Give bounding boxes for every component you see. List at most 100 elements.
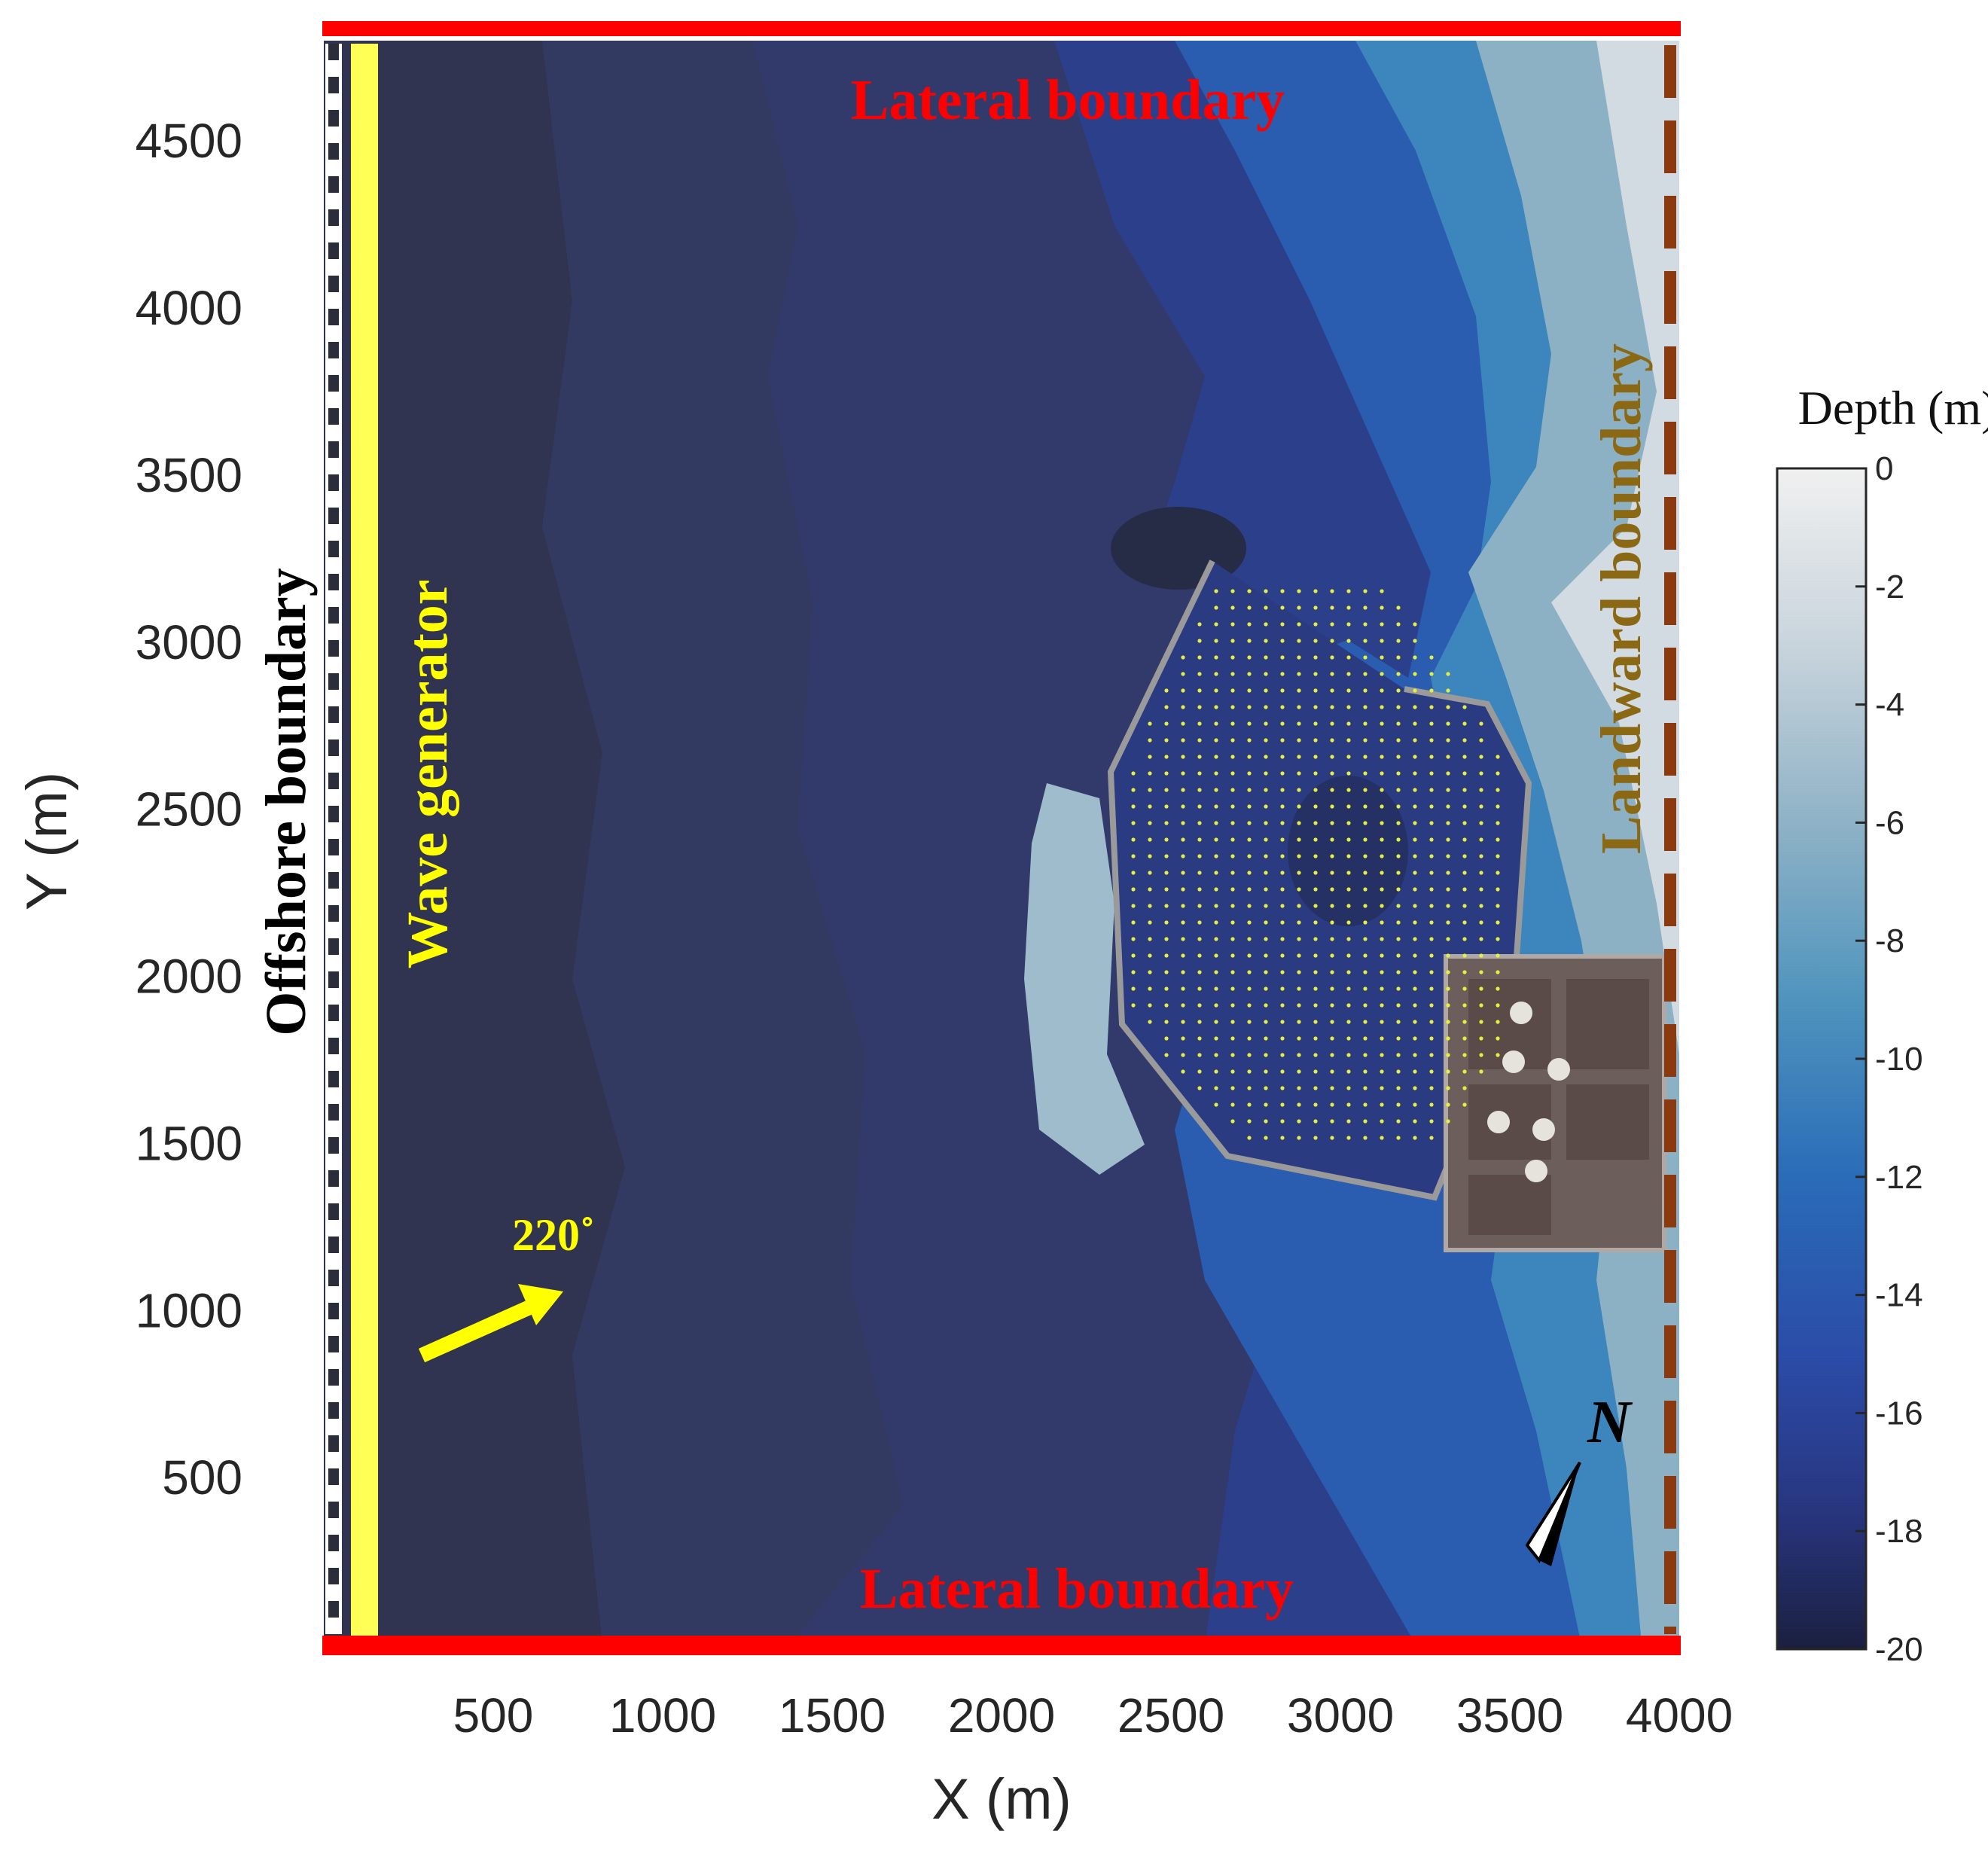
gauge-point [1330, 622, 1334, 627]
gauge-point [1462, 788, 1467, 792]
gauge-point [1164, 738, 1169, 743]
colorbar-tick-label: -20 [1875, 1631, 1923, 1668]
gauge-point [1429, 904, 1434, 908]
gauge-point [1396, 721, 1401, 726]
gauge-point [1297, 854, 1301, 858]
gauge-point [1247, 705, 1252, 709]
gauge-point [1214, 738, 1218, 743]
gauge-point [1396, 871, 1401, 875]
gauge-point [1496, 854, 1500, 858]
gauge-point [1396, 655, 1401, 660]
gauge-point [1214, 622, 1218, 627]
gauge-point [1363, 804, 1368, 809]
gauge-point [1230, 970, 1235, 974]
gauge-point [1496, 887, 1500, 892]
gauge-point [1363, 837, 1368, 842]
gauge-point [1197, 953, 1202, 958]
gauge-point [1214, 688, 1218, 693]
gauge-point [1496, 837, 1500, 842]
gauge-point [1181, 904, 1185, 908]
gauge-point [1230, 1003, 1235, 1008]
gauge-point [1247, 1136, 1252, 1140]
gauge-point [1446, 771, 1450, 776]
gauge-point [1413, 953, 1417, 958]
gauge-point [1164, 953, 1169, 958]
gauge-point [1413, 1119, 1417, 1124]
gauge-point [1462, 887, 1467, 892]
gauge-point [1330, 1102, 1334, 1107]
gauge-point [1446, 755, 1450, 759]
gauge-point [1164, 1053, 1169, 1057]
gauge-point [1247, 887, 1252, 892]
gauge-point [1313, 871, 1318, 875]
gauge-point [1330, 605, 1334, 610]
gauge-point [1313, 771, 1318, 776]
gauge-point [1264, 788, 1268, 792]
gauge-point [1396, 1053, 1401, 1057]
x-axis-ticks: 500 1000 1500 2000 2500 3000 3500 4000 [453, 1688, 1733, 1743]
gauge-point [1164, 904, 1169, 908]
gauge-point [1297, 755, 1301, 759]
gauge-point [1164, 804, 1169, 809]
gauge-point [1297, 1119, 1301, 1124]
gauge-point [1297, 1003, 1301, 1008]
gauge-point [1247, 821, 1252, 825]
gauge-point [1197, 904, 1202, 908]
gauge-point [1214, 605, 1218, 610]
gauge-point [1280, 622, 1285, 627]
gauge-point [1380, 904, 1384, 908]
gauge-point [1396, 755, 1401, 759]
gauge-point [1297, 705, 1301, 709]
gauge-point [1297, 721, 1301, 726]
gauge-point [1363, 721, 1368, 726]
y-tick-label: 2500 [136, 782, 242, 837]
gauge-point [1346, 1119, 1351, 1124]
gauge-point [1429, 721, 1434, 726]
gauge-point [1181, 920, 1185, 925]
gauge-point [1164, 755, 1169, 759]
gauge-point [1330, 1003, 1334, 1008]
gauge-point [1230, 1020, 1235, 1024]
gauge-point [1164, 970, 1169, 974]
gauge-point [1148, 1020, 1152, 1024]
gauge-point [1230, 804, 1235, 809]
gauge-point [1313, 920, 1318, 925]
gauge-point [1214, 1020, 1218, 1024]
gauge-point [1330, 1086, 1334, 1090]
shallow-flat [1024, 783, 1145, 1175]
gauge-point [1462, 771, 1467, 776]
gauge-point [1363, 1119, 1368, 1124]
gauge-point [1479, 1069, 1483, 1074]
gauge-point [1313, 605, 1318, 610]
gauge-point [1131, 804, 1136, 809]
gauge-point [1429, 970, 1434, 974]
gauge-point [1214, 821, 1218, 825]
gauge-point [1413, 1086, 1417, 1090]
gauge-point [1330, 920, 1334, 925]
gauge-point [1230, 1119, 1235, 1124]
gauge-point [1396, 672, 1401, 676]
gauge-point [1214, 1102, 1218, 1107]
gauge-point [1181, 970, 1185, 974]
gauge-point [1264, 804, 1268, 809]
gauge-point [1313, 1136, 1318, 1140]
gauge-point [1462, 937, 1467, 941]
gauge-point [1330, 986, 1334, 991]
gauge-point [1247, 721, 1252, 726]
gauge-point [1446, 937, 1450, 941]
gauge-point [1230, 986, 1235, 991]
gauge-point [1313, 788, 1318, 792]
gauge-point [1330, 1136, 1334, 1140]
gauge-point [1380, 688, 1384, 693]
gauge-point [1148, 755, 1152, 759]
gauge-point [1214, 788, 1218, 792]
gauge-point [1446, 871, 1450, 875]
gauge-point [1346, 771, 1351, 776]
gauge-point [1346, 705, 1351, 709]
gauge-point [1380, 755, 1384, 759]
gauge-point [1247, 639, 1252, 643]
gauge-point [1462, 986, 1467, 991]
gauge-point [1181, 804, 1185, 809]
gauge-point [1413, 986, 1417, 991]
gauge-point [1446, 970, 1450, 974]
